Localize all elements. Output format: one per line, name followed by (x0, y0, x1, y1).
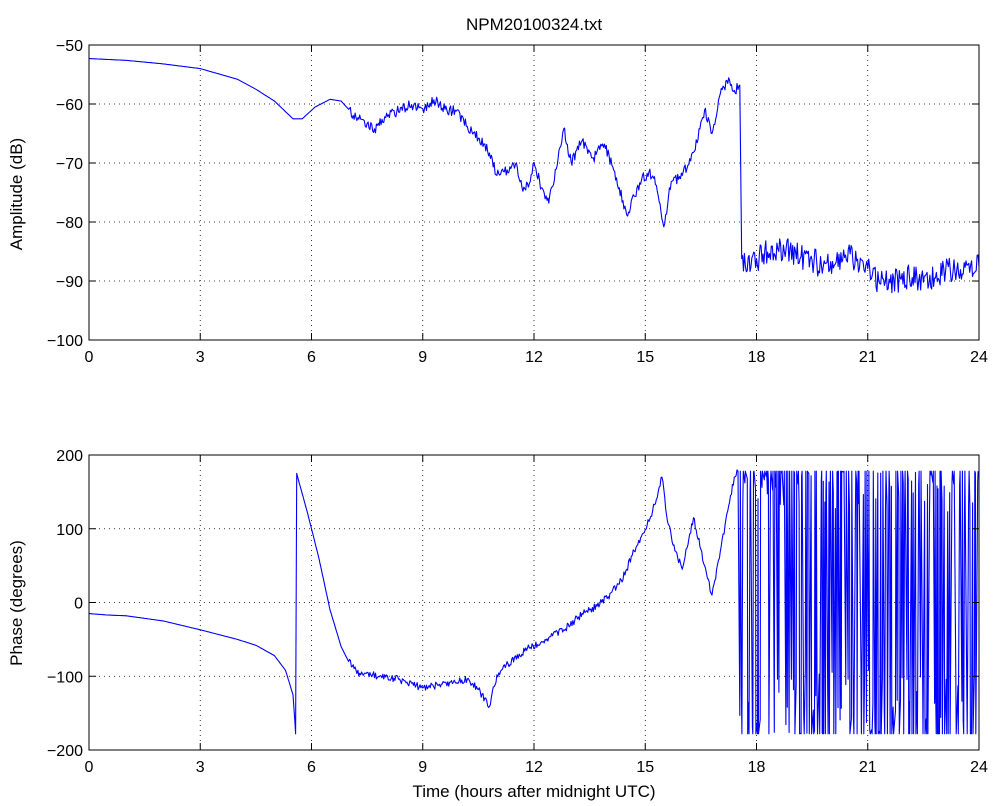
phase-gridlines (89, 455, 979, 750)
phase-axes-box (88, 454, 980, 751)
phase-ticks: 0 3 6 9 12 15 18 21 24 −200 −100 0 100 200 (47, 448, 988, 776)
amplitude-series (89, 58, 980, 294)
phase-x-tick-label: 24 (970, 759, 988, 776)
amplitude-series-line (89, 58, 980, 294)
amplitude-x-tick-label: 12 (525, 349, 543, 366)
amplitude-y-tick-label: −50 (56, 38, 83, 55)
plot-title: NPM20100324.txt (466, 15, 602, 34)
phase-x-tick-label: 21 (859, 759, 877, 776)
amplitude-y-tick-label: −60 (56, 97, 83, 114)
phase-series-line (89, 469, 979, 735)
amplitude-x-tick-label: 6 (307, 349, 316, 366)
amplitude-ticks: 0 3 6 9 12 15 18 21 24 −100 −90 −80 −70 −60 −50 (47, 38, 988, 366)
amplitude-y-tick-label: −100 (47, 333, 83, 350)
phase-panel: Time (hours after midnight UTC) Phase (d… (7, 448, 988, 801)
amplitude-gridlines (89, 45, 979, 340)
phase-y-tick-label: 0 (74, 596, 83, 613)
amplitude-x-tick-label: 15 (636, 349, 654, 366)
amplitude-x-tick-label: 21 (859, 349, 877, 366)
amplitude-y-tick-label: −80 (56, 215, 83, 232)
amplitude-x-tick-label: 9 (418, 349, 427, 366)
phase-x-tick-label: 18 (748, 759, 766, 776)
amplitude-y-tick-label: −90 (56, 274, 83, 291)
phase-y-tick-label: 200 (56, 448, 83, 465)
phase-series (89, 469, 979, 735)
amplitude-x-tick-label: 24 (970, 349, 988, 366)
phase-x-axis-label: Time (hours after midnight UTC) (412, 782, 655, 801)
amplitude-panel: NPM20100324.txt Amplitude (dB) 0 3 6 9 12 15 1… (7, 15, 988, 366)
phase-x-tick-label: 15 (636, 759, 654, 776)
amplitude-x-tick-label: 0 (85, 349, 94, 366)
amplitude-x-tick-label: 3 (196, 349, 205, 366)
phase-y-tick-label: −100 (47, 669, 83, 686)
phase-y-tick-label: −200 (47, 743, 83, 760)
phase-x-tick-label: 3 (196, 759, 205, 776)
phase-x-tick-label: 6 (307, 759, 316, 776)
phase-x-tick-label: 9 (418, 759, 427, 776)
phase-y-tick-label: 100 (56, 522, 83, 539)
phase-x-tick-label: 0 (85, 759, 94, 776)
amplitude-axes-box (88, 44, 980, 341)
phase-x-tick-label: 12 (525, 759, 543, 776)
amplitude-y-axis-label: Amplitude (dB) (7, 138, 26, 250)
amplitude-y-tick-label: −70 (56, 156, 83, 173)
phase-y-axis-label: Phase (degrees) (7, 540, 26, 666)
amplitude-x-tick-label: 18 (748, 349, 766, 366)
